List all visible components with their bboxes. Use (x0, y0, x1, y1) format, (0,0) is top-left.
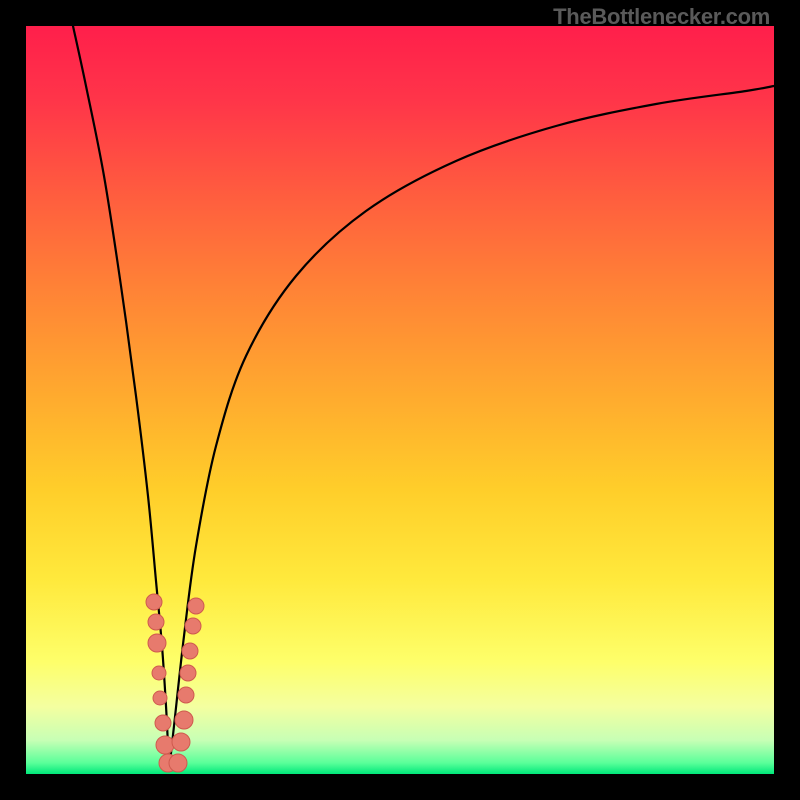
data-marker (156, 736, 174, 754)
data-marker (180, 665, 196, 681)
watermark-text: TheBottlenecker.com (553, 4, 770, 30)
data-marker (172, 733, 190, 751)
data-marker (148, 614, 164, 630)
chart-frame: TheBottlenecker.com (0, 0, 800, 800)
bottleneck-curve-left (73, 26, 169, 771)
data-markers (146, 594, 204, 772)
data-marker (185, 618, 201, 634)
bottleneck-curve-right (169, 86, 774, 771)
data-marker (169, 754, 187, 772)
curve-layer (26, 26, 774, 774)
data-marker (182, 643, 198, 659)
data-marker (153, 691, 167, 705)
data-marker (178, 687, 194, 703)
plot-area (26, 26, 774, 774)
data-marker (155, 715, 171, 731)
data-marker (175, 711, 193, 729)
data-marker (152, 666, 166, 680)
data-marker (188, 598, 204, 614)
data-marker (148, 634, 166, 652)
data-marker (146, 594, 162, 610)
